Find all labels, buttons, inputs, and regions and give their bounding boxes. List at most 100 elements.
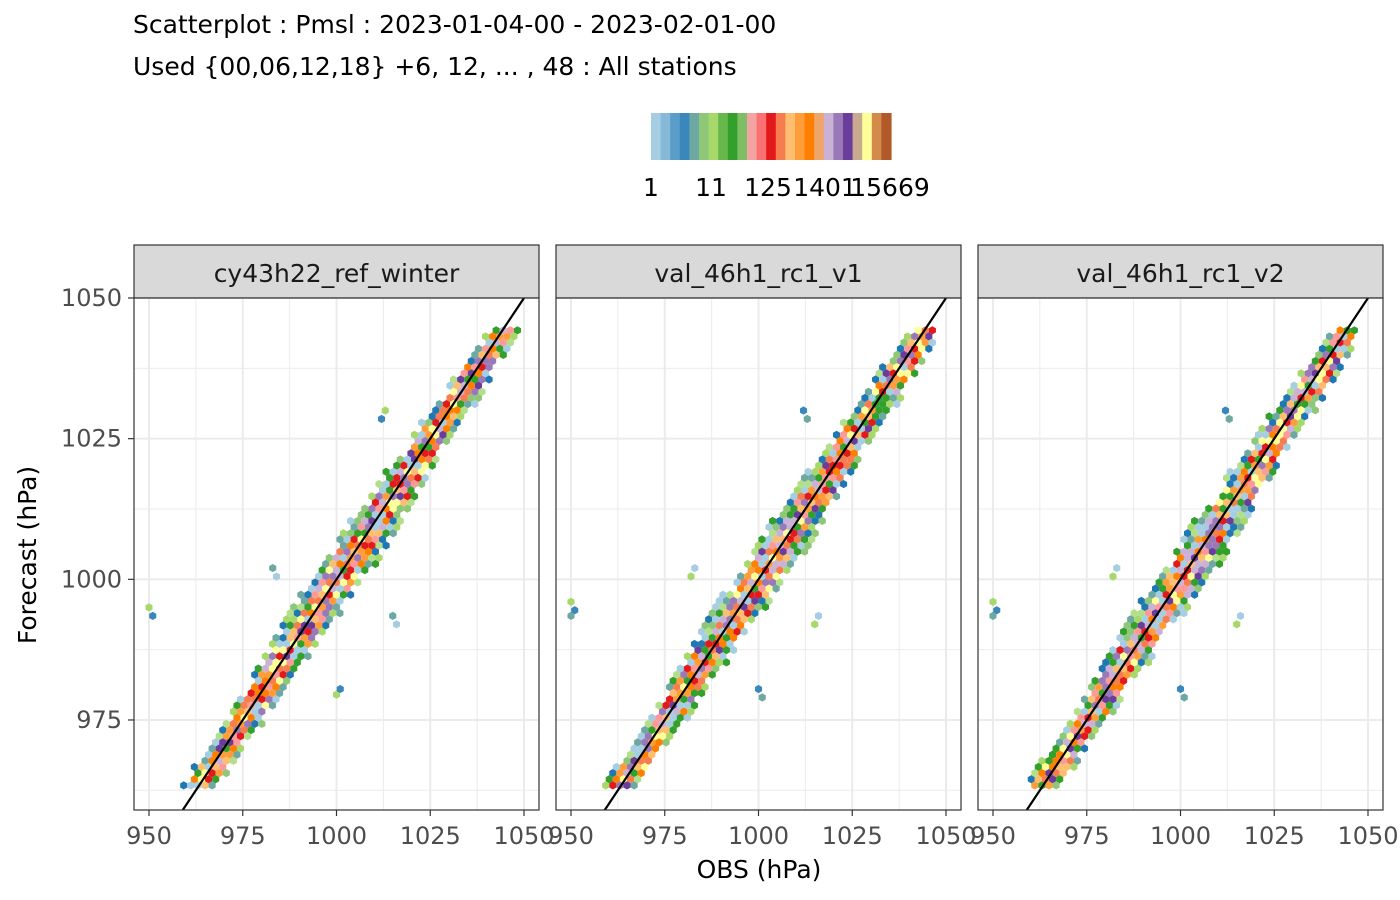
hexbin (1191, 516, 1199, 526)
hexbin (1183, 590, 1192, 599)
hexbin (279, 633, 287, 642)
outlier-hexbin (1180, 693, 1188, 702)
hexbin (1194, 535, 1202, 544)
hexbin (850, 424, 858, 433)
hexbin (882, 406, 890, 415)
hexbin (1187, 523, 1195, 532)
hexbin (701, 670, 709, 679)
hexbin (1159, 621, 1167, 630)
hexbin (272, 633, 280, 642)
hexbin (1325, 344, 1334, 353)
hexbin (701, 646, 709, 655)
hexbin (843, 449, 851, 458)
hexbin (364, 559, 372, 569)
hexbin (1258, 461, 1266, 470)
hexbin (258, 670, 266, 679)
hexbin (1112, 652, 1121, 661)
hexbin (1187, 535, 1195, 544)
hexbin (754, 602, 762, 612)
hexbin (722, 633, 730, 642)
hexbin (1301, 400, 1309, 409)
hexbin (1144, 596, 1152, 605)
outlier-hexbin (332, 690, 341, 699)
hexbin (1173, 547, 1181, 556)
hexbin (457, 375, 465, 384)
hexbin (1180, 535, 1188, 544)
hexbin (1329, 338, 1337, 347)
reference-line (603, 298, 947, 810)
hexbin (900, 338, 908, 347)
legend-color-step (775, 113, 786, 160)
hexbin (1343, 350, 1351, 359)
hexbin (1080, 695, 1089, 704)
y-tick-label: 1000 (61, 565, 122, 593)
hexbin (1336, 326, 1344, 335)
hexbin (886, 400, 894, 409)
hexbin (747, 578, 755, 587)
hexbin (662, 725, 670, 735)
hexbin (715, 609, 723, 618)
hexbin (783, 553, 791, 562)
hexbin (705, 664, 713, 673)
hexbin (1226, 529, 1234, 538)
hexbin (612, 775, 620, 784)
y-tick-label: 1050 (61, 284, 122, 312)
hexbin (701, 621, 709, 630)
hexbin (375, 529, 383, 538)
outlier-hexbin (814, 611, 823, 620)
hexbin (1290, 418, 1298, 427)
hexbin (690, 652, 699, 661)
hexbin (804, 516, 812, 526)
hexbin (776, 578, 784, 587)
hexbin (1294, 424, 1302, 433)
hexbin (1304, 406, 1312, 415)
hexbin (783, 566, 791, 575)
x-tick-label: 975 (642, 822, 688, 850)
hexbin (1283, 443, 1291, 452)
hexbin (403, 492, 411, 501)
hexbin (254, 664, 262, 673)
hexbin (1080, 732, 1089, 741)
hexbin (751, 572, 759, 581)
hexbin (371, 547, 379, 556)
hexbin (421, 473, 429, 482)
hexbin (1052, 781, 1060, 790)
hexbin (864, 387, 873, 396)
hexbin (893, 350, 901, 359)
hexbin (751, 559, 759, 569)
hexbin (1144, 609, 1152, 618)
hexbin (818, 504, 826, 513)
hexbin (251, 670, 259, 679)
hexbin (1297, 369, 1305, 378)
hexbin (268, 701, 277, 710)
hexbin (1088, 682, 1096, 692)
hexbin (1201, 523, 1209, 532)
hexbin (304, 639, 312, 649)
outlier-hexbin (1236, 611, 1245, 620)
hexbin (825, 443, 833, 452)
hexbin (690, 639, 699, 649)
hexbin (357, 547, 365, 556)
x-tick-label: 950 (126, 822, 172, 850)
hexbin (276, 652, 284, 661)
hexbin (297, 639, 305, 649)
hexbin (336, 584, 344, 593)
hexbin (790, 492, 798, 501)
hexbin (421, 449, 429, 458)
hexbin (687, 707, 695, 716)
hexbin (1194, 572, 1202, 581)
hexbin (822, 449, 830, 458)
hexbin (847, 467, 855, 476)
hexbin (293, 621, 301, 630)
hexbin (474, 393, 482, 403)
hexbin (339, 578, 348, 587)
hexbin (481, 344, 490, 353)
outlier-hexbin (145, 603, 153, 612)
hexbin (847, 418, 855, 427)
hexbin (779, 547, 787, 556)
legend-label: 125 (744, 173, 792, 202)
hexbin (1130, 670, 1138, 679)
hexbin (418, 418, 426, 427)
hexbin (208, 769, 216, 778)
hexbin (694, 682, 702, 692)
